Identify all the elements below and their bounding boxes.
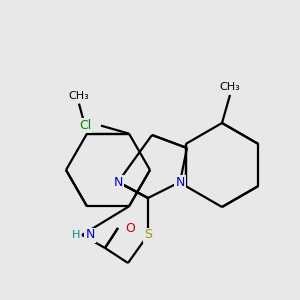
Text: N: N (85, 229, 95, 242)
Text: CH₃: CH₃ (69, 91, 89, 100)
Text: CH₃: CH₃ (220, 82, 240, 92)
Text: Cl: Cl (79, 119, 91, 132)
Text: N: N (113, 176, 123, 188)
Text: O: O (125, 221, 135, 235)
Text: S: S (144, 229, 152, 242)
Text: N: N (175, 176, 185, 188)
Text: H: H (72, 230, 80, 240)
